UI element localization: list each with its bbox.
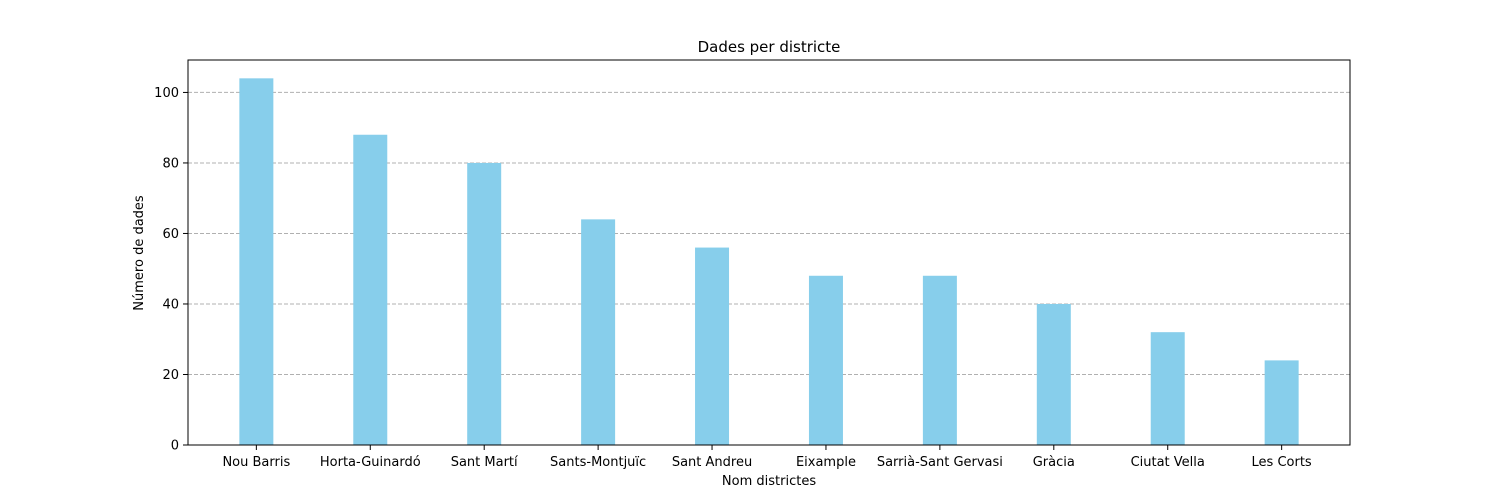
bar [239, 78, 274, 445]
x-tick-label: Eixample [796, 455, 856, 470]
y-tick-label: 100 [154, 86, 179, 101]
bar [808, 275, 843, 445]
bar [922, 275, 957, 445]
y-tick-label: 40 [162, 297, 179, 312]
x-axis-title: Nom districtes [722, 474, 816, 489]
x-tick-label: Sarrià-Sant Gervasi [877, 455, 1003, 470]
bar [695, 247, 730, 445]
chart-title: Dades per districte [698, 38, 841, 56]
bar [353, 134, 388, 445]
bars-layer [239, 78, 1299, 445]
x-axis: Nou Barris Horta-Guinardó Sant Martí Sants-… [222, 445, 1312, 470]
x-tick-label: Ciutat Vella [1131, 455, 1205, 470]
plot-frame [187, 59, 1351, 446]
y-tick-label: 80 [162, 156, 179, 171]
y-axis-title: Número de dades [132, 195, 147, 311]
x-tick-label: Les Corts [1252, 455, 1312, 470]
y-tick-label: 60 [162, 227, 179, 242]
bar [1264, 360, 1299, 445]
x-tick-label: Gràcia [1033, 455, 1075, 470]
bar [581, 219, 616, 445]
x-tick-label: Sants-Montjuïc [550, 455, 646, 470]
x-tick-label: Sant Martí [451, 455, 518, 470]
bar [1036, 303, 1071, 445]
bar [1150, 332, 1185, 445]
bar [467, 162, 502, 445]
y-axis: 0 20 40 60 80 100 [154, 86, 188, 454]
x-tick-label: Sant Andreu [672, 455, 752, 470]
y-tick-label: 0 [171, 439, 179, 454]
x-tick-label: Horta-Guinardó [320, 455, 421, 470]
x-tick-label: Nou Barris [222, 455, 290, 470]
y-tick-label: 20 [162, 368, 179, 383]
